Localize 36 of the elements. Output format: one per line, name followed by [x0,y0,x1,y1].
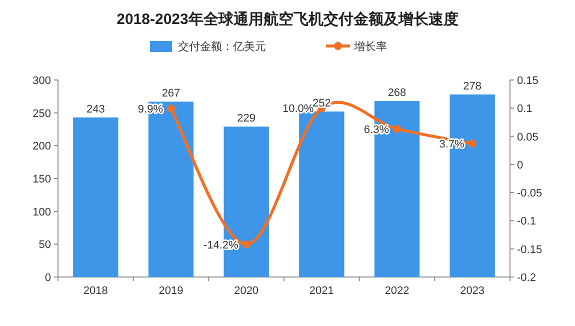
x-tick-label: 2019 [158,285,184,297]
legend-label: 交付金额：亿美元 [178,40,266,53]
x-tick-label: 2022 [384,285,410,297]
y2-tick-label: 0.15 [517,75,538,87]
y-tick-label: 250 [32,108,51,120]
data-label: 267 [162,88,180,100]
data-label: 268 [388,87,406,100]
legend-label: 增长率 [353,40,387,53]
data-label: 229 [237,112,256,125]
y2-tick-label: -0.2 [517,272,536,284]
y2-tick-label: 0.05 [517,131,538,144]
bar [299,112,344,277]
point [167,104,175,113]
y-tick-label: 300 [32,75,51,87]
x-tick-label: 2020 [234,285,259,297]
data-label: 243 [86,103,105,116]
data-label: 10.0% [282,103,314,116]
y2-tick-label: -0.05 [517,188,542,200]
y-tick-label: 200 [32,140,51,153]
x-tick-label: 2018 [83,285,108,297]
point [468,140,476,148]
y2-tick-label: -0.1 [517,216,536,228]
y2-tick-label: 0 [517,159,524,172]
x-tick-label: 2023 [460,285,485,297]
y-tick-label: 0 [44,272,51,284]
point [242,240,250,248]
y-tick-label: 100 [32,206,51,218]
y2-tick-label: 0.1 [517,103,532,116]
data-label: 278 [463,80,482,92]
chart-title: 2018-2023年全球通用航空飞机交付金额及增长速度 [116,10,458,28]
y-tick-label: 150 [32,174,51,186]
y2-tick-label: -0.15 [517,244,542,256]
x-tick-label: 2021 [309,285,334,297]
point [393,124,401,133]
y-tick-label: 50 [38,239,51,252]
bar [73,117,118,277]
